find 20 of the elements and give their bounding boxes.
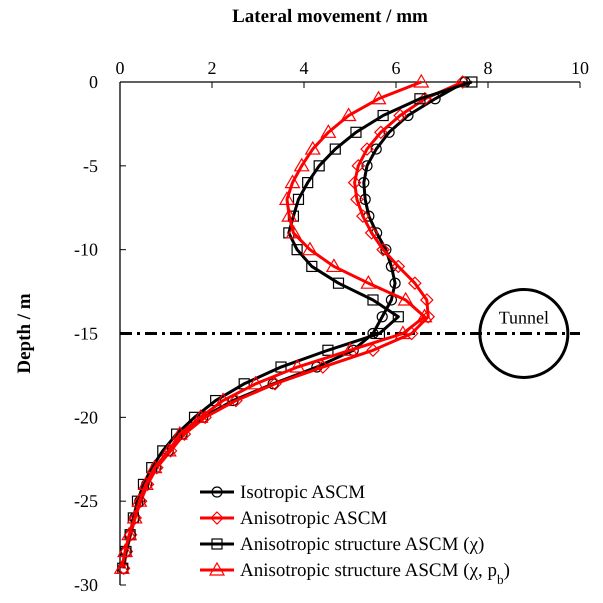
y-tick-label: -20 [74, 407, 98, 428]
legend-label: Isotropic ASCM [240, 482, 366, 503]
legend-label: Anisotropic ASCM [240, 508, 388, 529]
legend-label: Anisotropic structure ASCM (χ, p$_{b}$) [240, 560, 510, 586]
x-tick-label: 0 [116, 58, 124, 78]
y-tick-label: -10 [74, 240, 98, 260]
x-tick-label: 10 [571, 58, 589, 78]
y-tick-label: -5 [83, 156, 98, 176]
y-axis-title: Depth / m [14, 293, 35, 374]
x-tick-label: 4 [300, 58, 308, 78]
y-tick-label: -15 [74, 324, 98, 344]
x-tick-label: 6 [392, 58, 400, 78]
y-tick-label: -25 [74, 491, 98, 512]
ref-line-label: Tunnel [498, 308, 550, 328]
x-tick-label: 2 [208, 58, 216, 78]
x-axis-title: Lateral movement / mm [232, 6, 428, 27]
legend-label: Anisotropic structure ASCM (χ) [240, 534, 484, 555]
y-tick-label: -30 [74, 575, 98, 595]
y-tick-label: 0 [89, 72, 98, 92]
x-tick-label: 8 [484, 58, 492, 78]
